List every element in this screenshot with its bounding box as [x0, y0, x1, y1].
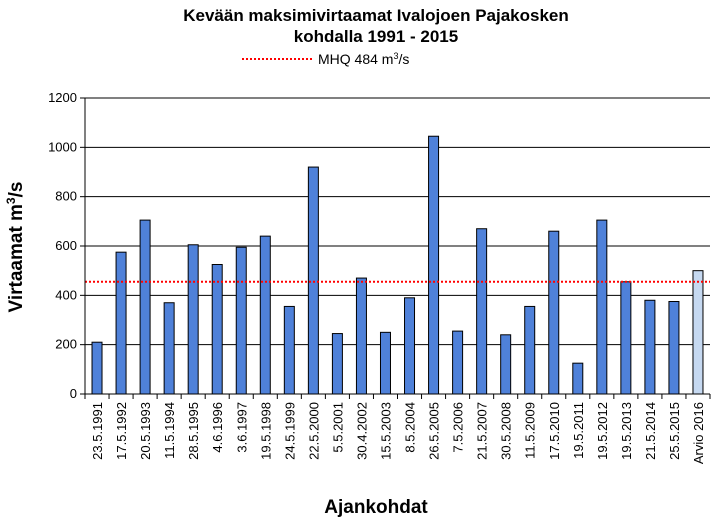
- y-tick-label: 0: [70, 386, 77, 401]
- bar: [307, 166, 319, 395]
- x-tick-label: 11.5.2009: [523, 402, 538, 459]
- bar: [620, 281, 632, 395]
- bar: [428, 135, 440, 395]
- bar: [283, 305, 295, 395]
- x-tick-label: 4.6.1996: [210, 402, 225, 453]
- x-tick-label: 30.5.2008: [499, 402, 514, 460]
- x-tick-label: 11.5.1994: [162, 402, 177, 459]
- y-tick-label: 1200: [48, 90, 77, 105]
- x-axis-ticks: 23.5.1991 17.5.1992 20.5.1993 11.5.1994 28.5…: [90, 402, 706, 464]
- gridlines: [85, 97, 710, 346]
- bar: [235, 246, 247, 395]
- bar: [500, 334, 512, 395]
- bar: [596, 219, 608, 395]
- bar: [115, 251, 127, 395]
- x-tick-label: 21.5.2014: [643, 402, 658, 460]
- y-axis-label: Virtaamat m3/s: [4, 182, 27, 313]
- y-axis-ticks: 0 200 400 600 800 1000 1200: [48, 90, 77, 401]
- x-tick-label: 8.5.2004: [403, 402, 418, 453]
- x-tick-label: 7.5.2006: [451, 402, 466, 453]
- bar: [404, 297, 416, 395]
- legend: MHQ 484 m3/s: [242, 51, 409, 67]
- axes: [80, 97, 711, 399]
- bar: [524, 305, 536, 395]
- x-tick-label: 21.5.2007: [475, 402, 490, 460]
- bar: [668, 301, 680, 395]
- bar: [259, 235, 271, 395]
- x-tick-label: 26.5.2005: [427, 402, 442, 460]
- y-tick-label: 800: [55, 189, 77, 204]
- y-tick-label: 1000: [48, 139, 77, 154]
- bar: [163, 302, 175, 395]
- bar: [476, 228, 488, 395]
- x-tick-label: 22.5.2000: [306, 402, 321, 460]
- x-tick-label: 17.5.1992: [114, 402, 129, 460]
- bar: [692, 270, 704, 395]
- x-tick-label: 23.5.1991: [90, 402, 105, 460]
- bar: [644, 299, 656, 395]
- y-tick-label: 400: [55, 287, 77, 302]
- x-tick-label: 24.5.1999: [282, 402, 297, 460]
- chart-title-line-1: Kevään maksimivirtaamat Ivalojoen Pajako…: [183, 6, 569, 25]
- legend-mhq-label: MHQ 484 m3/s: [318, 51, 409, 67]
- x-tick-label: 15.5.2003: [378, 402, 393, 460]
- x-tick-label: 19.5.2013: [619, 402, 634, 460]
- x-tick-label: 5.5.2001: [330, 402, 345, 453]
- bar: [331, 333, 343, 395]
- x-tick-label: 30.4.2002: [354, 402, 369, 460]
- bar: [452, 330, 464, 395]
- bar: [548, 230, 560, 395]
- y-tick-label: 200: [55, 337, 77, 352]
- bar: [355, 277, 367, 395]
- bar: [187, 244, 199, 395]
- x-tick-label: 28.5.1995: [186, 402, 201, 460]
- x-tick-label: 19.5.2012: [595, 402, 610, 460]
- x-tick-label: Arvio 2016: [691, 402, 706, 464]
- bar: [572, 362, 584, 395]
- x-tick-label: 25.5.2015: [667, 402, 682, 460]
- bar: [379, 331, 391, 395]
- bars: [91, 135, 704, 395]
- x-tick-label: 19.5.2011: [571, 402, 586, 459]
- x-axis-label: Ajankohdat: [324, 497, 428, 518]
- y-tick-label: 600: [55, 238, 77, 253]
- bar: [91, 341, 103, 395]
- x-tick-label: 3.6.1997: [234, 402, 249, 453]
- bar: [139, 219, 151, 395]
- y-axis-title: Virtaamat m3/s: [4, 182, 27, 313]
- x-tick-label: 19.5.1998: [258, 402, 273, 460]
- x-tick-label: 17.5.2010: [547, 402, 562, 460]
- chart-title-line-2: kohdalla 1991 - 2015: [294, 27, 458, 46]
- x-tick-label: 20.5.1993: [138, 402, 153, 460]
- bar: [211, 264, 223, 395]
